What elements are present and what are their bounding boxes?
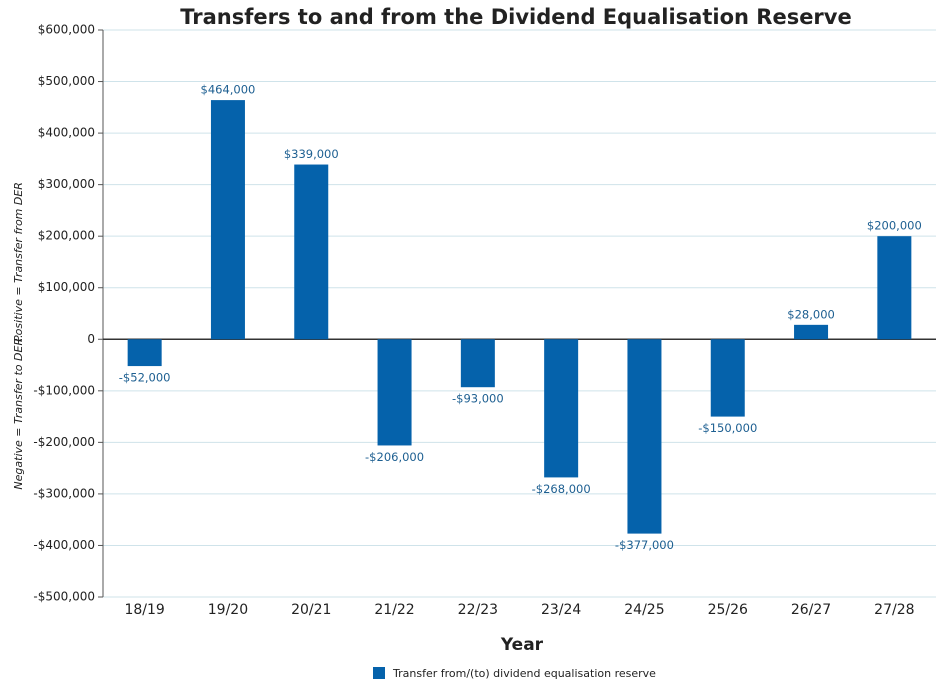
x-tick-label: 22/23 [458, 602, 498, 618]
y-tick-label: -$100,000 [33, 383, 95, 397]
y-tick-label: $600,000 [38, 23, 95, 37]
bar [460, 339, 495, 388]
x-tick-label: 20/21 [291, 602, 331, 618]
y-tick-label: 0 [87, 332, 95, 346]
bar [710, 339, 745, 417]
bar [877, 236, 912, 340]
data-label: $464,000 [201, 83, 256, 97]
bar [127, 339, 162, 367]
data-label: -$52,000 [119, 371, 171, 385]
y-tick-label: $300,000 [38, 177, 95, 191]
legend-label: Transfer from/(to) dividend equalisation… [392, 667, 656, 680]
data-label: -$93,000 [452, 392, 504, 406]
y-tick-label: -$500,000 [33, 590, 95, 604]
x-tick-label: 27/28 [874, 602, 914, 618]
bar [294, 164, 329, 340]
data-label: $339,000 [284, 147, 339, 161]
data-label: -$377,000 [615, 538, 674, 552]
y-tick-label: $200,000 [38, 229, 95, 243]
y-tick-label: $500,000 [38, 74, 95, 88]
data-label: $28,000 [787, 307, 835, 321]
y-tick-label: -$300,000 [33, 486, 95, 500]
x-tick-label: 26/27 [791, 602, 831, 618]
bar [210, 100, 245, 340]
bar [794, 324, 829, 340]
x-tick-label: 18/19 [124, 602, 164, 618]
bar [627, 339, 662, 534]
y-axis-label: Positive = Transfer from DER [12, 182, 25, 342]
data-label: $200,000 [867, 219, 922, 233]
legend-swatch [373, 667, 385, 679]
data-label: -$206,000 [365, 450, 424, 464]
x-tick-label: 21/22 [374, 602, 414, 618]
y-tick-label: -$400,000 [33, 538, 95, 552]
bar [544, 339, 579, 478]
x-tick-label: 23/24 [541, 602, 581, 618]
y-tick-label: -$200,000 [33, 435, 95, 449]
x-axis-label: Year [500, 635, 544, 655]
data-label: -$150,000 [698, 421, 757, 435]
y-tick-label: $100,000 [38, 280, 95, 294]
x-tick-label: 19/20 [208, 602, 248, 618]
y-tick-label: $400,000 [38, 126, 95, 140]
x-tick-label: 25/26 [708, 602, 748, 618]
y-axis-label: Negative = Transfer to DER. [12, 334, 25, 489]
bar [377, 339, 412, 446]
data-label: -$268,000 [532, 482, 591, 496]
chart-title: Transfers to and from the Dividend Equal… [180, 5, 851, 29]
x-tick-label: 24/25 [624, 602, 664, 618]
